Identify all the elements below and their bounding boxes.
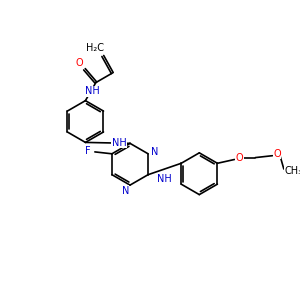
Text: N: N — [122, 186, 129, 196]
Text: F: F — [85, 146, 91, 156]
Text: NH: NH — [157, 174, 172, 184]
Text: O: O — [76, 58, 83, 68]
Text: O: O — [273, 149, 281, 159]
Text: CH₃: CH₃ — [284, 166, 300, 176]
Text: H₂C: H₂C — [86, 44, 104, 53]
Text: NH: NH — [85, 86, 99, 96]
Text: NH: NH — [112, 138, 127, 148]
Text: O: O — [236, 153, 243, 163]
Text: N: N — [151, 147, 158, 157]
